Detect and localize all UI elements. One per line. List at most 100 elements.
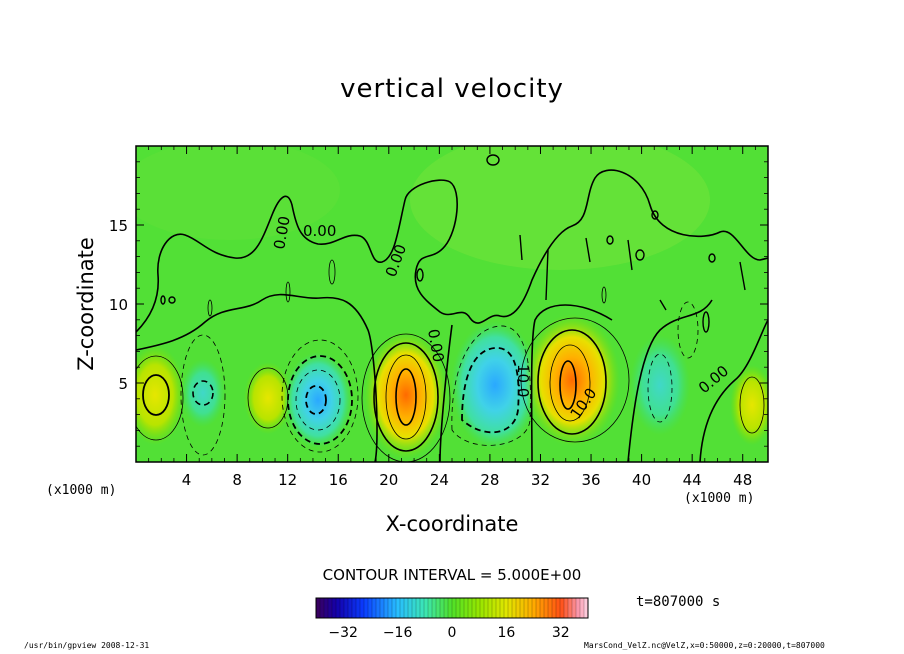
- colorbar-swatch: [476, 598, 481, 618]
- colorbar-swatch: [464, 598, 469, 618]
- colorbar-swatch: [576, 598, 581, 618]
- colorbar-swatch: [496, 598, 501, 618]
- colorbar-swatch: [316, 598, 321, 618]
- colorbar-swatch: [572, 598, 577, 618]
- x-tick-label-4: 20: [379, 471, 398, 489]
- colorbar-swatch: [500, 598, 505, 618]
- colorbar-swatch: [408, 598, 413, 618]
- footer-program: /usr/bin/gpview 2008-12-31: [24, 641, 150, 650]
- cell-1: [181, 359, 225, 427]
- colorbar-tick-label-3: 16: [497, 625, 515, 641]
- colorbar-swatch: [368, 598, 373, 618]
- colorbar-swatch: [560, 598, 565, 618]
- colorbar-swatch: [452, 598, 457, 618]
- colorbar-tick-label-2: 0: [448, 625, 457, 641]
- colorbar-swatch: [556, 598, 561, 618]
- colorbar-tick-label-1: −16: [383, 625, 413, 641]
- colorbar-swatch: [456, 598, 461, 618]
- colorbar-tick-label-4: 32: [552, 625, 570, 641]
- x-tick-label-11: 48: [733, 471, 752, 489]
- colorbar-swatch: [472, 598, 477, 618]
- cell-3: [284, 352, 352, 448]
- contour-interval: CONTOUR INTERVAL = 5.000E+00: [322, 566, 582, 584]
- colorbar: −32 −16 0 16 32: [315, 597, 589, 641]
- colorbar-swatch: [448, 598, 453, 618]
- contour-lines: [136, 154, 768, 462]
- colorbar-swatch: [436, 598, 441, 618]
- colorbar-frame: [315, 597, 589, 619]
- colorbar-swatch: [504, 598, 509, 618]
- colorbar-swatch: [564, 598, 569, 618]
- field-blobs: [136, 146, 768, 459]
- contour-label-1: 0.00: [303, 222, 336, 240]
- cell-8: [730, 365, 768, 445]
- colorbar-swatch: [584, 598, 589, 618]
- cell-5: [451, 321, 539, 449]
- y-tick-label-2: 15: [109, 217, 128, 235]
- x-tick-label-1: 8: [232, 471, 242, 489]
- colorbar-swatch: [344, 598, 349, 618]
- colorbar-swatch: [384, 598, 389, 618]
- colorbar-swatch: [484, 598, 489, 618]
- contour-label-3: 0.00: [424, 328, 448, 364]
- colorbar-swatch: [324, 598, 329, 618]
- x-axis: 4 8 12 16 20 24 28 32 36 40 44 48: [148, 146, 756, 489]
- x-tick-label-9: 40: [632, 471, 651, 489]
- colorbar-swatch: [516, 598, 521, 618]
- colorbar-swatch: [440, 598, 445, 618]
- colorbar-swatch: [532, 598, 537, 618]
- colorbar-swatch: [536, 598, 541, 618]
- colorbar-swatch: [376, 598, 381, 618]
- x-axis-label: X-coordinate: [385, 512, 519, 536]
- colorbar-swatch: [460, 598, 465, 618]
- cell-4: [364, 331, 448, 459]
- colorbar-swatch: [352, 598, 357, 618]
- colorbar-swatch: [332, 598, 337, 618]
- time-label: t=807000 s: [636, 594, 721, 610]
- cell-0: [136, 345, 185, 445]
- x-tick-label-8: 36: [581, 471, 600, 489]
- y-axis-label: Z-coordinate: [74, 237, 98, 371]
- colorbar-swatch: [336, 598, 341, 618]
- chart-title: vertical velocity: [340, 74, 564, 104]
- colorbar-swatch: [488, 598, 493, 618]
- colorbar-swatch: [520, 598, 525, 618]
- contour-label-5: 10.0: [514, 364, 532, 397]
- colorbar-swatch: [392, 598, 397, 618]
- x-tick-label-2: 12: [278, 471, 297, 489]
- colorbar-swatch: [420, 598, 425, 618]
- colorbar-swatch: [380, 598, 385, 618]
- colorbar-swatch: [492, 598, 497, 618]
- colorbar-swatch: [364, 598, 369, 618]
- colorbar-swatch: [540, 598, 545, 618]
- cell-6: [524, 314, 620, 446]
- colorbar-swatch: [432, 598, 437, 618]
- colorbar-swatch: [548, 598, 553, 618]
- x-tick-label-5: 24: [430, 471, 449, 489]
- colorbar-swatch: [528, 598, 533, 618]
- colorbar-swatch: [552, 598, 557, 618]
- colorbar-swatch: [328, 598, 333, 618]
- colorbar-swatch: [400, 598, 405, 618]
- x-unit-left: (x1000 m): [46, 483, 117, 498]
- y-tick-label-0: 5: [118, 375, 128, 393]
- colorbar-swatch: [524, 598, 529, 618]
- x-tick-label-6: 28: [480, 471, 499, 489]
- colorbar-swatch: [480, 598, 485, 618]
- colorbar-swatch: [404, 598, 409, 618]
- colorbar-swatch: [340, 598, 345, 618]
- colorbar-swatch: [388, 598, 393, 618]
- contour-label-0: 0.00: [270, 215, 294, 251]
- colorbar-swatch: [468, 598, 473, 618]
- x-tick-label-7: 32: [531, 471, 550, 489]
- colorbar-tick-label-0: −32: [328, 625, 358, 641]
- y-tick-label-1: 10: [109, 296, 128, 314]
- colorbar-swatch: [396, 598, 401, 618]
- colorbar-swatch: [356, 598, 361, 618]
- colorbar-swatch: [320, 598, 325, 618]
- colorbar-swatch: [568, 598, 573, 618]
- colorbar-swatch: [372, 598, 377, 618]
- colorbar-swatch: [424, 598, 429, 618]
- x-tick-label-10: 44: [683, 471, 702, 489]
- colorbar-swatch: [416, 598, 421, 618]
